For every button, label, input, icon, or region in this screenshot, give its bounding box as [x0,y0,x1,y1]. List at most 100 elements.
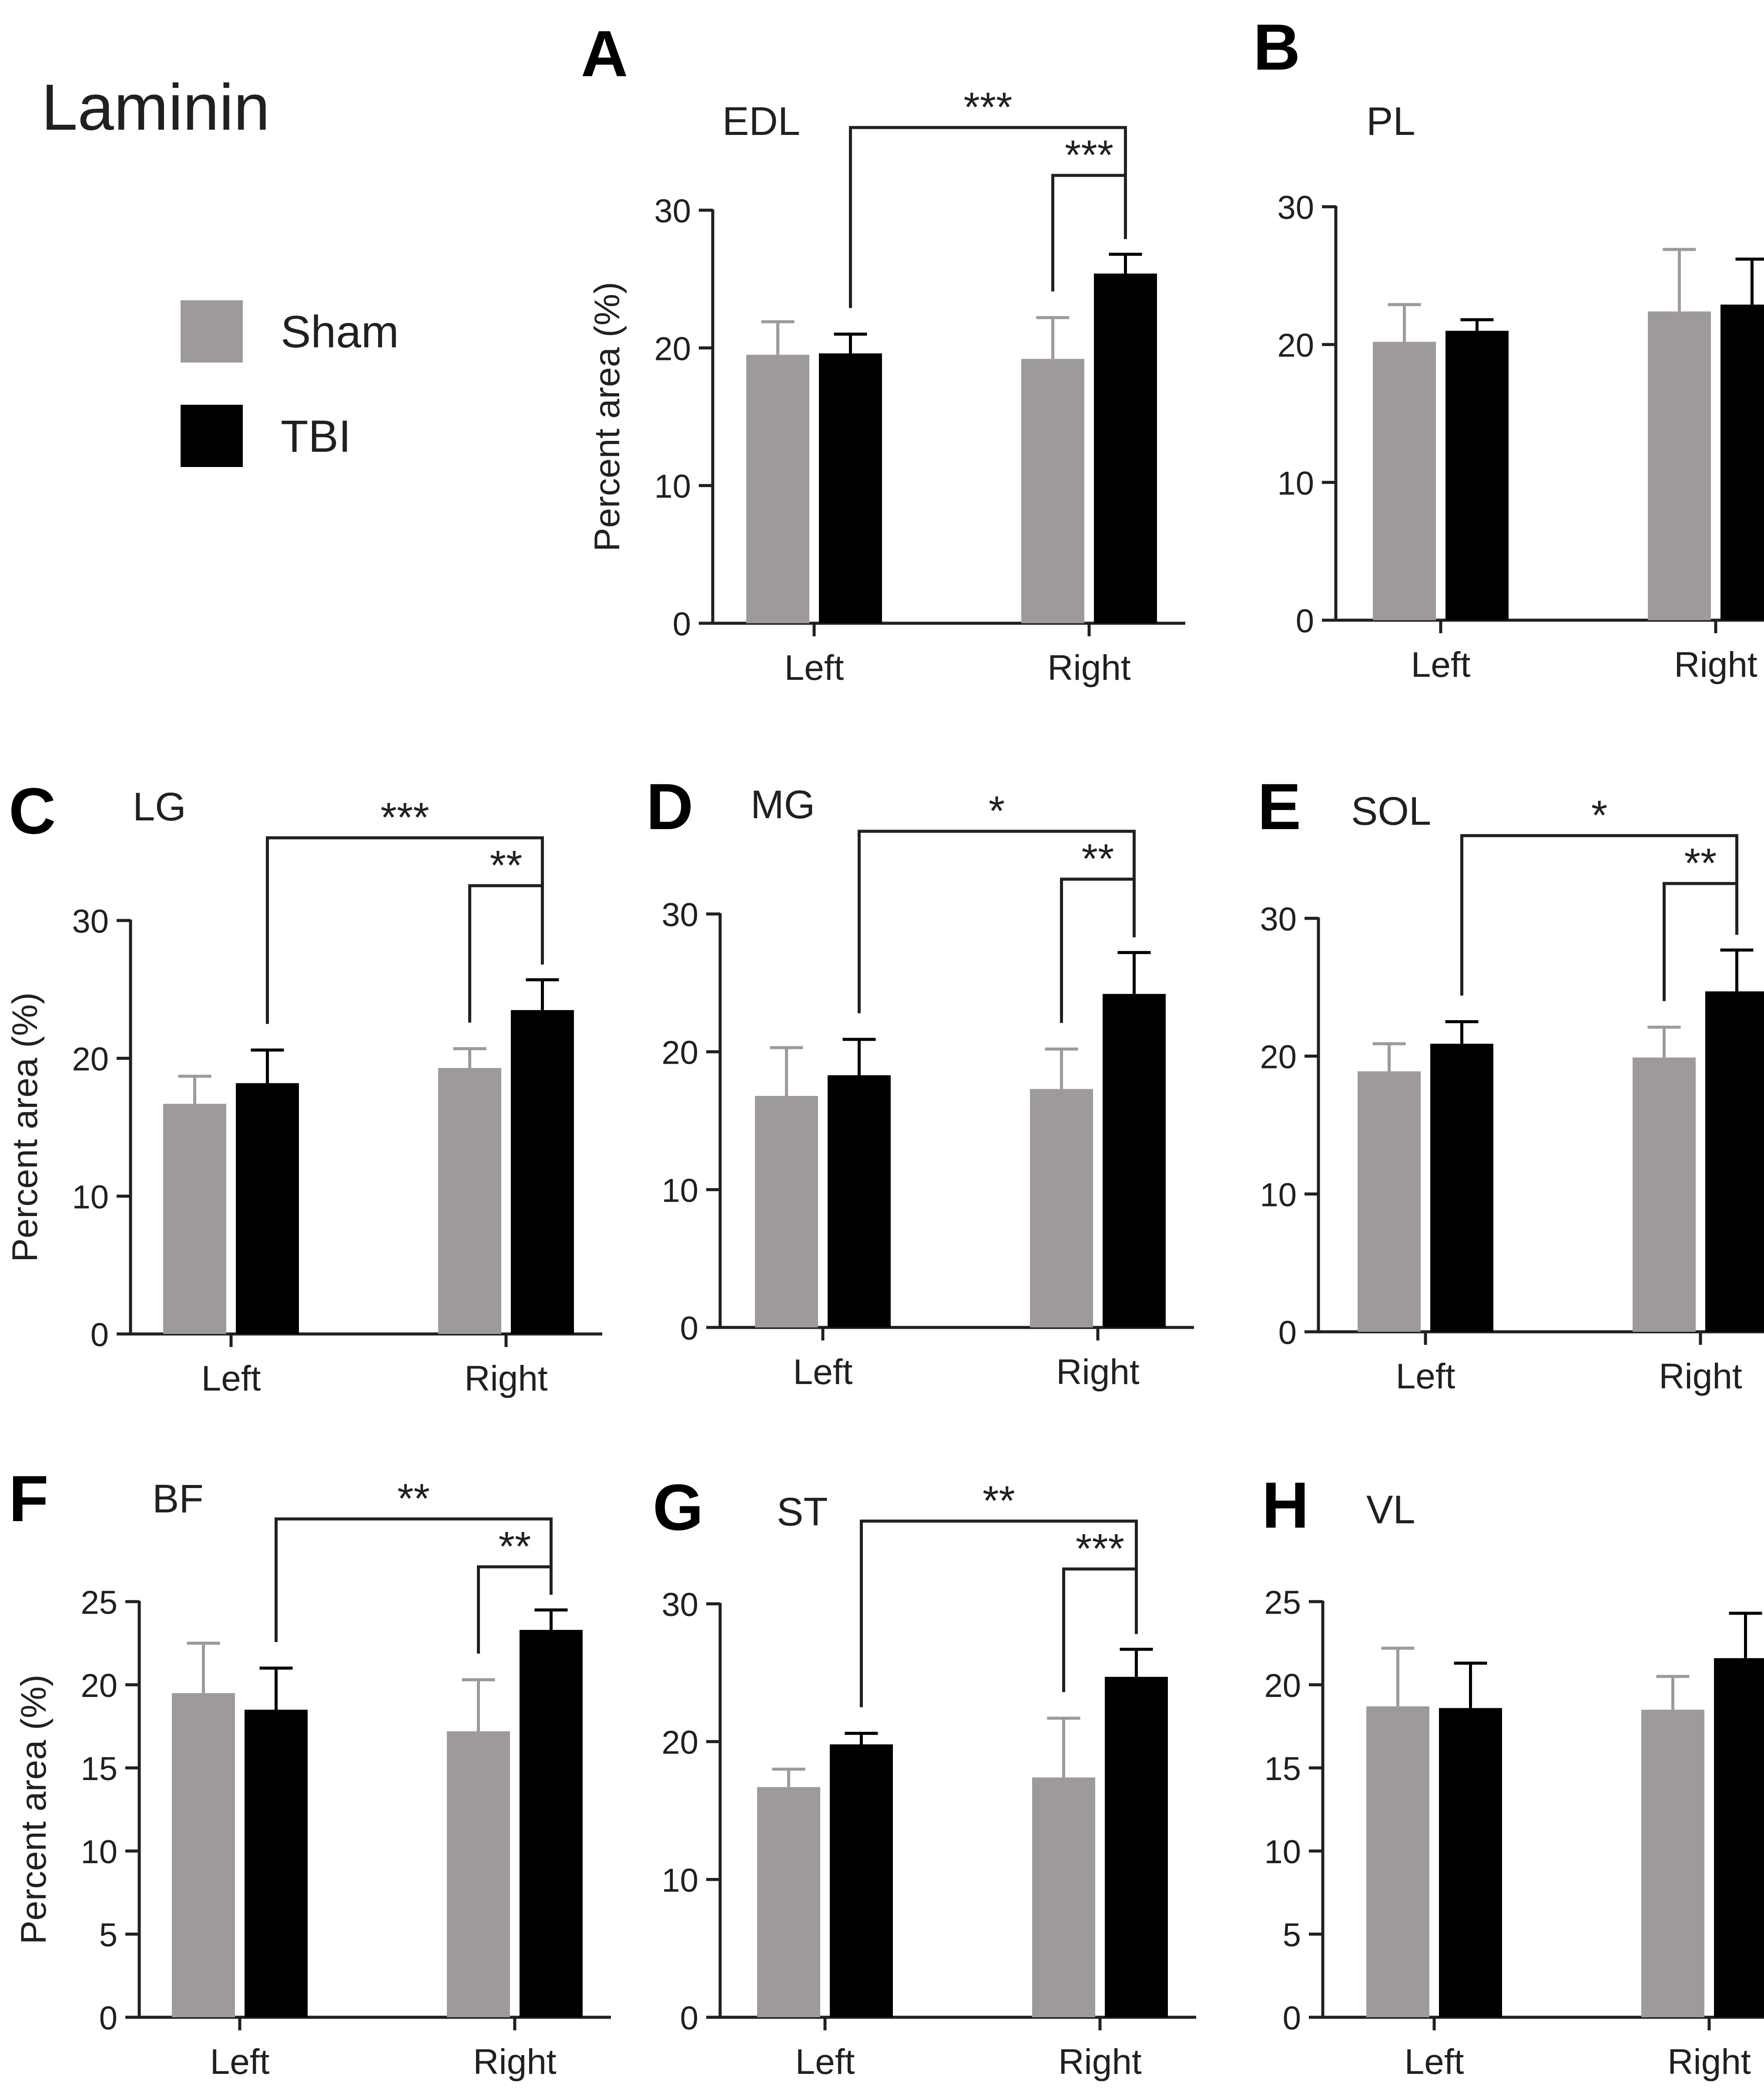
panel-title-g: ST [777,1490,828,1534]
significance-bracket-f-1 [477,1565,553,1654]
panel-letter-c: C [9,774,56,847]
x-tick-label-f-left: Left [210,2042,270,2082]
significance-label-d-1: ** [1082,836,1114,882]
significance-label-a-1: *** [1065,132,1113,178]
bar-e-right-tbi [1705,991,1764,1332]
bar-h-right-sham [1641,1710,1704,2017]
y-tick-label-b-20: 20 [1277,327,1314,364]
bar-f-left-tbi [245,1710,308,2017]
panel-letter-g: G [653,1471,704,1544]
y-tick-label-f-5: 5 [99,1917,117,1954]
bar-a-right-tbi [1094,273,1157,623]
legend-label-tbi: TBI [281,411,351,462]
significance-label-f-0: ** [397,1475,430,1522]
significance-label-c-0: *** [380,794,429,841]
y-axis-label-c: Percent area (%) [5,992,45,1262]
significance-label-e-0: * [1591,792,1607,839]
significance-bracket-d-1 [1060,877,1136,1023]
bar-h-left-tbi [1439,1708,1502,2017]
y-tick-label-b-10: 10 [1277,465,1314,502]
legend-swatch-tbi [181,405,243,467]
y-tick-label-f-0: 0 [99,2000,117,2037]
bar-g-left-sham [757,1787,820,2017]
significance-label-g-1: *** [1076,1525,1124,1572]
bar-c-left-tbi [236,1083,299,1334]
significance-bracket-c-1 [468,884,544,1023]
significance-label-c-1: ** [490,842,523,889]
significance-label-f-1: ** [499,1523,531,1570]
bar-a-left-tbi [819,353,882,623]
bar-g-left-tbi [830,1744,893,2017]
x-tick-label-f-right: Right [473,2042,557,2082]
x-tick-label-d-right: Right [1056,1352,1140,1392]
x-tick-label-g-left: Left [795,2042,855,2082]
bar-b-right-sham [1648,311,1711,620]
y-tick-label-g-20: 20 [661,1724,698,1761]
x-tick-label-a-right: Right [1047,648,1131,688]
y-tick-label-d-30: 30 [661,897,698,934]
panel-title-h: VL [1366,1488,1415,1532]
y-tick-label-h-15: 15 [1264,1750,1301,1787]
y-tick-label-c-10: 10 [72,1179,109,1216]
y-tick-label-d-10: 10 [661,1172,698,1209]
y-tick-label-g-10: 10 [661,1862,698,1899]
bar-e-right-sham [1633,1057,1696,1332]
bar-f-left-sham [172,1693,235,2017]
y-tick-label-a-30: 30 [654,193,691,230]
y-tick-label-g-0: 0 [680,2000,698,2037]
legend-swatch-sham [181,300,243,363]
significance-bracket-a-1 [1051,174,1127,292]
bar-g-right-sham [1032,1777,1095,2017]
bar-d-left-sham [755,1096,818,1327]
significance-bracket-f-0 [275,1517,553,1642]
y-tick-label-d-20: 20 [661,1035,698,1072]
y-tick-label-b-0: 0 [1296,603,1314,640]
bar-e-left-sham [1358,1071,1421,1332]
bar-b-left-sham [1373,342,1436,620]
significance-bracket-g-1 [1062,1567,1138,1692]
bar-d-left-tbi [828,1075,891,1327]
y-tick-label-h-25: 25 [1264,1584,1301,1621]
x-tick-label-e-left: Left [1396,1357,1455,1396]
significance-label-d-0: * [989,788,1005,834]
bar-h-right-tbi [1714,1658,1764,2017]
y-tick-label-f-20: 20 [80,1667,117,1704]
y-tick-label-f-25: 25 [80,1584,117,1621]
bar-b-right-tbi [1720,304,1764,620]
x-tick-label-h-left: Left [1405,2042,1464,2082]
panel-letter-a: A [581,17,628,90]
x-tick-label-h-right: Right [1667,2042,1751,2082]
y-tick-label-a-0: 0 [673,606,691,643]
y-tick-label-a-20: 20 [654,330,691,367]
panel-letter-b: B [1253,10,1300,84]
y-axis-label-a: Percent area (%) [587,282,627,552]
x-tick-label-d-left: Left [793,1352,853,1392]
y-tick-label-d-0: 0 [680,1310,698,1347]
y-tick-label-h-10: 10 [1264,1834,1301,1871]
y-tick-label-h-5: 5 [1283,1917,1301,1954]
y-tick-label-b-30: 30 [1277,189,1314,226]
bar-f-right-tbi [520,1629,583,2017]
y-tick-label-h-0: 0 [1283,2000,1301,2037]
y-tick-label-f-10: 10 [80,1834,117,1871]
x-tick-label-a-left: Left [785,648,844,688]
x-tick-label-c-left: Left [201,1359,261,1398]
figure-title: Laminin [41,71,270,144]
y-tick-label-e-20: 20 [1260,1039,1297,1076]
bar-c-right-tbi [511,1010,574,1334]
bar-c-left-sham [163,1104,226,1334]
panel-title-b: PL [1366,99,1415,144]
significance-label-a-0: *** [963,84,1012,131]
panel-letter-d: D [646,770,693,843]
panel-title-a: EDL [722,99,800,144]
significance-label-e-1: ** [1684,840,1717,887]
bar-f-right-sham [447,1731,510,2017]
panel-title-d: MG [751,783,815,827]
y-tick-label-g-30: 30 [661,1586,698,1623]
y-tick-label-a-10: 10 [654,468,691,505]
bar-g-right-tbi [1105,1676,1168,2017]
y-tick-label-c-30: 30 [72,903,109,940]
x-tick-label-c-right: Right [464,1359,548,1398]
